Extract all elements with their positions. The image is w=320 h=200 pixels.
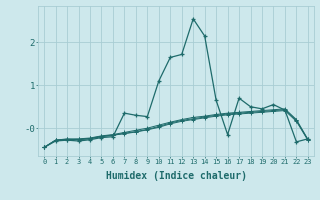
X-axis label: Humidex (Indice chaleur): Humidex (Indice chaleur) — [106, 171, 246, 181]
